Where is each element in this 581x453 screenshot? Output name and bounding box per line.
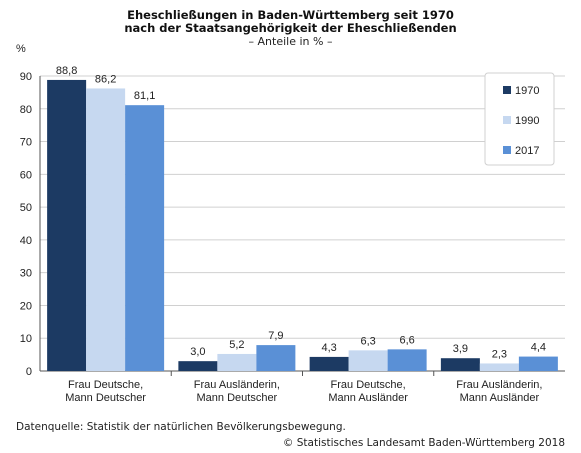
y-tick-label: 70 — [20, 137, 32, 149]
x-category-label: Mann Deutscher — [197, 392, 278, 404]
bar-2017-0 — [125, 105, 165, 371]
chart-title-line-1: Eheschließungen in Baden-Württemberg sei… — [127, 8, 454, 22]
x-category-label: Frau Ausländerin, — [194, 379, 280, 391]
legend-swatch-2017 — [503, 146, 511, 154]
legend-label: 1990 — [515, 115, 539, 127]
bar-1970-0 — [47, 79, 87, 371]
bar-series: 88,8 86,2 81,1 3,0 5,2 7,9 4,3 6,3 6,6 3,9 2,3 4,4 — [47, 65, 558, 371]
copyright-note: © Statistisches Landesamt Baden-Württemb… — [282, 437, 565, 449]
data-label: 3,0 — [190, 346, 205, 358]
x-category-label: Frau Deutsche, — [68, 379, 143, 391]
x-category-label: Frau Ausländerin, — [456, 379, 542, 391]
chart-subtitle: – Anteile in % – — [248, 35, 333, 48]
y-tick-label: 40 — [20, 235, 32, 247]
bar-2017-3 — [518, 356, 558, 371]
y-tick-label: 80 — [20, 104, 32, 116]
legend-box — [484, 72, 555, 166]
x-category-label: Mann Ausländer — [328, 392, 408, 404]
bar-1990-3 — [479, 363, 519, 371]
data-label: 81,1 — [134, 90, 155, 102]
y-tick-label: 50 — [20, 202, 32, 214]
legend: 1970 1990 2017 — [484, 72, 555, 166]
bar-1970-2 — [309, 356, 349, 371]
y-tick-label: 10 — [20, 333, 32, 345]
y-tick-label: 60 — [20, 169, 32, 181]
y-tick-label: 0 — [26, 366, 32, 378]
bar-1990-0 — [86, 88, 126, 371]
data-label: 4,3 — [321, 342, 336, 354]
y-tick-label: 30 — [20, 268, 32, 280]
x-category-label: Mann Ausländer — [460, 392, 540, 404]
bar-1970-3 — [440, 358, 480, 371]
legend-swatch-1990 — [503, 116, 511, 124]
y-axis-label: % — [16, 43, 26, 55]
data-label: 6,6 — [399, 334, 414, 346]
x-category-label: Mann Deutscher — [65, 392, 146, 404]
data-label: 7,9 — [268, 330, 283, 342]
data-label: 2,3 — [492, 348, 507, 360]
data-label: 3,9 — [453, 343, 468, 355]
data-source-note: Datenquelle: Statistik der natürlichen B… — [16, 421, 346, 433]
chart-title-line-2: nach der Staatsangehörigkeit der Eheschl… — [124, 21, 457, 35]
data-label: 88,8 — [56, 65, 77, 77]
x-category-label: Frau Deutsche, — [331, 379, 406, 391]
data-label: 4,4 — [531, 342, 546, 354]
bar-1990-1 — [217, 353, 257, 371]
legend-label: 1970 — [515, 85, 539, 97]
bar-1990-2 — [348, 350, 388, 371]
bar-2017-1 — [256, 345, 296, 371]
data-label: 5,2 — [229, 339, 244, 351]
data-label: 86,2 — [95, 73, 116, 85]
bar-2017-2 — [387, 349, 427, 371]
data-label: 6,3 — [360, 335, 375, 347]
bar-1970-1 — [178, 361, 218, 371]
y-tick-label: 90 — [20, 71, 32, 83]
y-axis-ticks: 0 10 20 30 40 50 60 70 80 90 — [20, 71, 32, 378]
legend-label: 2017 — [515, 145, 539, 157]
legend-swatch-1970 — [503, 86, 511, 94]
y-tick-label: 20 — [20, 300, 32, 312]
